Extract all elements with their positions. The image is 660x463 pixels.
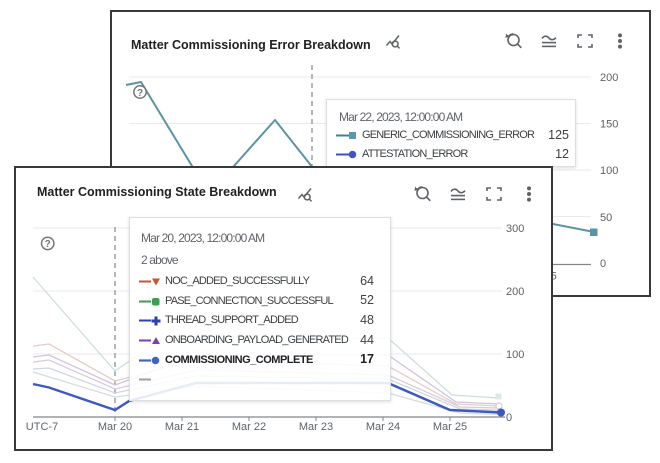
svg-text:300: 300 [506,223,524,235]
svg-text:Mar 20: Mar 20 [98,421,132,433]
svg-text:?: ? [137,88,143,99]
svg-text:50: 50 [600,212,612,224]
svg-text:200: 200 [506,286,524,298]
svg-text:Mar 23: Mar 23 [299,421,333,433]
svg-text:Mar 21: Mar 21 [165,421,199,433]
svg-text:0: 0 [506,412,512,424]
svg-text:Mar 25: Mar 25 [433,421,467,433]
svg-text:Mar 24: Mar 24 [366,421,400,433]
svg-text:150: 150 [600,119,618,131]
svg-text:100: 100 [506,349,524,361]
svg-text:UTC-7: UTC-7 [26,421,58,433]
svg-text:Mar 22: Mar 22 [232,421,266,433]
svg-text:100: 100 [600,165,618,177]
svg-text:200: 200 [600,72,618,84]
svg-text:?: ? [45,239,51,250]
svg-text:0: 0 [600,258,606,270]
